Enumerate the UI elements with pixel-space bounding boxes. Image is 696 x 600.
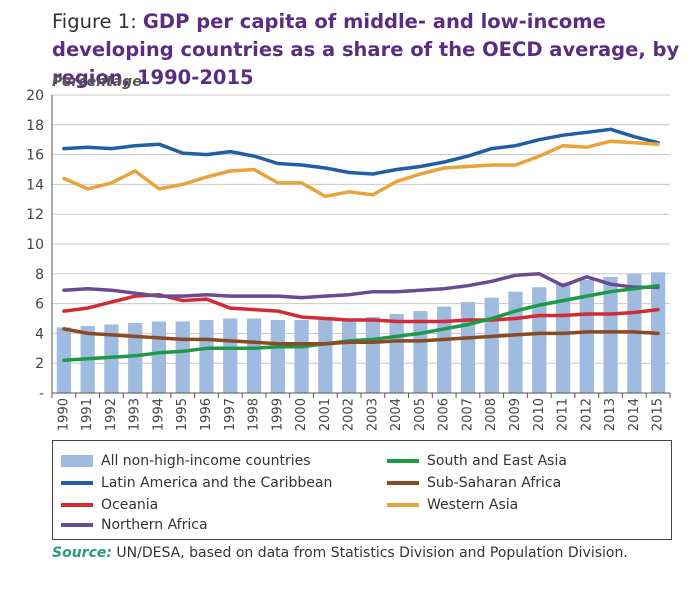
x-tick-label: 1993 bbox=[128, 398, 143, 431]
series-line-latin-america-and-the-caribbean bbox=[62, 127, 660, 176]
figure-label: Figure 1: bbox=[52, 10, 137, 33]
legend-label: Northern Africa bbox=[101, 517, 208, 533]
y-tick-label: 2 bbox=[35, 356, 44, 372]
y-axis-label: Percentage bbox=[52, 74, 142, 90]
legend-swatch bbox=[61, 503, 93, 507]
bar bbox=[270, 319, 285, 393]
x-tick-label: 1992 bbox=[104, 398, 119, 431]
legend-swatch bbox=[61, 523, 93, 527]
bar bbox=[151, 321, 167, 393]
x-tick-label: 2008 bbox=[484, 398, 499, 431]
legend-label: South and East Asia bbox=[427, 453, 567, 469]
x-tick-label: 2002 bbox=[342, 398, 357, 431]
bar bbox=[341, 318, 357, 393]
x-tick-label: 2009 bbox=[508, 398, 523, 431]
legend-swatch bbox=[61, 481, 93, 485]
y-tick-label: 18 bbox=[26, 118, 44, 134]
bar bbox=[318, 318, 333, 393]
y-tick-label: 6 bbox=[35, 297, 44, 313]
bar bbox=[532, 287, 547, 393]
x-tick-label: 2011 bbox=[556, 398, 571, 431]
title-text: GDP per capita of middle- and low-income… bbox=[52, 10, 680, 89]
legend: All non-high-income countries Latin Amer… bbox=[52, 440, 672, 540]
bar bbox=[413, 311, 428, 393]
legend-item-south-east-asia: South and East Asia bbox=[387, 453, 567, 469]
legend-swatch bbox=[387, 481, 419, 485]
legend-item-latin-america: Latin America and the Caribbean bbox=[61, 475, 332, 491]
x-tick-label: 1999 bbox=[270, 398, 285, 431]
legend-swatch bbox=[61, 455, 93, 467]
x-tick-label: 1996 bbox=[199, 398, 214, 431]
bar bbox=[128, 322, 143, 393]
series-line-western-asia bbox=[62, 139, 660, 199]
bar bbox=[246, 318, 262, 393]
legend-label: All non-high-income countries bbox=[101, 453, 311, 469]
bar bbox=[389, 314, 404, 393]
source-note: Source: UN/DESA, based on data from Stat… bbox=[52, 545, 628, 561]
bar bbox=[579, 279, 594, 393]
legend-item-sub-saharan-africa: Sub-Saharan Africa bbox=[387, 475, 561, 491]
chart-svg: - 2 4 6 8 10 12 14 16 18 20 1990 1991 1992 1993 1994 199… bbox=[26, 88, 671, 431]
x-tick-label: 2015 bbox=[651, 398, 666, 431]
bar bbox=[223, 318, 238, 393]
x-tick-label: 2003 bbox=[365, 398, 380, 431]
y-tick-label: 12 bbox=[26, 207, 44, 223]
x-tick-label: 1995 bbox=[175, 398, 190, 431]
x-tick-label: 2004 bbox=[389, 398, 404, 431]
bar bbox=[199, 319, 214, 393]
source-label: Source: bbox=[52, 545, 112, 561]
y-tick-label: 20 bbox=[26, 88, 44, 104]
x-tick-label: 1990 bbox=[56, 398, 71, 431]
y-tick-label: 16 bbox=[26, 148, 44, 164]
x-tick-label: 2010 bbox=[532, 398, 547, 431]
y-tick-label: 14 bbox=[26, 177, 44, 193]
legend-item-western-asia: Western Asia bbox=[387, 497, 518, 513]
legend-label: Oceania bbox=[101, 497, 159, 513]
x-tick-label: 2007 bbox=[460, 398, 475, 431]
bar bbox=[508, 291, 523, 393]
legend-item-northern-africa: Northern Africa bbox=[61, 517, 208, 533]
x-tick-label: 2012 bbox=[579, 398, 594, 431]
bar bbox=[365, 317, 381, 393]
y-tick-label: - bbox=[39, 386, 44, 402]
legend-swatch bbox=[387, 459, 419, 463]
chart-title: Figure 1: GDP per capita of middle- and … bbox=[52, 8, 682, 92]
x-tick-label: 1997 bbox=[223, 398, 238, 431]
y-tick-label: 4 bbox=[35, 326, 44, 342]
series-line-sub-saharan-africa bbox=[62, 327, 660, 346]
y-tick-label: 10 bbox=[26, 237, 44, 253]
legend-item-all-non-high-income: All non-high-income countries bbox=[61, 453, 311, 469]
bar bbox=[603, 276, 618, 393]
bar bbox=[484, 297, 499, 393]
x-tick-label: 2005 bbox=[413, 398, 428, 431]
legend-label: Latin America and the Caribbean bbox=[101, 475, 333, 491]
x-tick-label: 2006 bbox=[437, 398, 452, 431]
series-line-northern-africa bbox=[62, 272, 660, 300]
legend-label: Western Asia bbox=[427, 497, 519, 513]
legend-swatch bbox=[387, 503, 419, 507]
x-tick-label: 2001 bbox=[318, 398, 333, 431]
series-line-south-and-east-asia bbox=[62, 283, 660, 362]
x-tick-label: 2013 bbox=[603, 398, 618, 431]
legend-label: Sub-Saharan Africa bbox=[427, 475, 562, 491]
legend-item-oceania: Oceania bbox=[61, 497, 158, 513]
x-tick-label: 2000 bbox=[294, 398, 309, 431]
bar bbox=[175, 321, 190, 393]
source-text: UN/DESA, based on data from Statistics D… bbox=[111, 545, 628, 561]
x-tick-label: 2014 bbox=[627, 398, 642, 431]
bar bbox=[460, 302, 476, 393]
x-tick-label: 1994 bbox=[151, 398, 166, 431]
y-tick-label: 8 bbox=[35, 267, 44, 283]
bar bbox=[555, 282, 571, 393]
bar bbox=[294, 319, 309, 393]
x-tick-label: 1998 bbox=[247, 398, 262, 431]
x-tick-label: 1991 bbox=[80, 398, 95, 431]
